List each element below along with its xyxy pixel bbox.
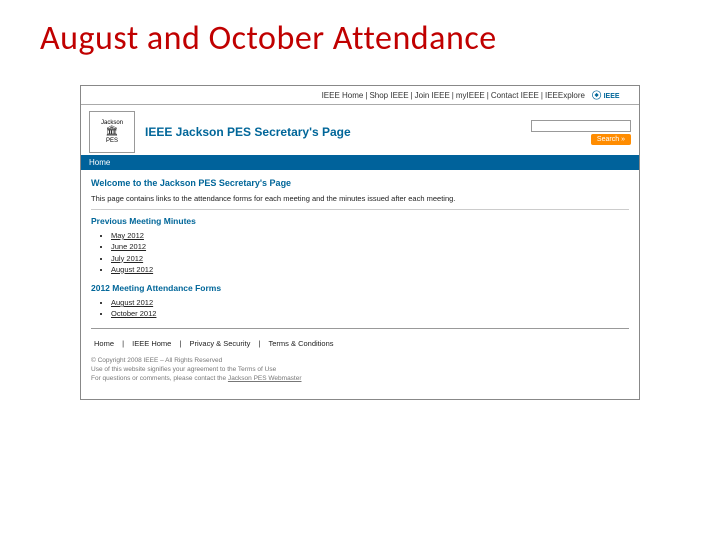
- attendance-link[interactable]: October 2012: [111, 309, 156, 318]
- minutes-link[interactable]: August 2012: [111, 265, 153, 274]
- fineprint: © Copyright 2008 IEEE – All Rights Reser…: [91, 352, 629, 391]
- main-content: Welcome to the Jackson PES Secretary's P…: [81, 170, 639, 399]
- list-item: October 2012: [111, 308, 629, 319]
- minutes-link[interactable]: July 2012: [111, 254, 143, 263]
- list-item: August 2012: [111, 297, 629, 308]
- search-area: Search »: [531, 120, 631, 145]
- search-arrow-icon: »: [621, 136, 625, 143]
- jackson-pes-logo: Jackson 🏛 PES: [89, 111, 135, 153]
- capitol-icon: 🏛: [106, 127, 119, 137]
- contact-line: For questions or comments, please contac…: [91, 374, 629, 383]
- footer-link[interactable]: Home: [94, 339, 114, 348]
- search-button-label: Search: [597, 136, 619, 143]
- top-nav-links: IEEE Home | Shop IEEE | Join IEEE | myIE…: [322, 91, 585, 100]
- ieee-logo[interactable]: IEEE: [591, 89, 633, 101]
- divider: [91, 328, 629, 329]
- attendance-list: August 2012 October 2012: [91, 297, 629, 320]
- intro-text: This page contains links to the attendan…: [91, 194, 629, 210]
- slide-title: August and October Attendance: [40, 18, 680, 59]
- topnav-link[interactable]: Shop IEEE: [369, 91, 408, 100]
- topnav-link[interactable]: IEEExplore: [545, 91, 585, 100]
- minutes-list: May 2012 June 2012 July 2012 August 2012: [91, 230, 629, 275]
- attendance-link[interactable]: August 2012: [111, 298, 153, 307]
- footer-links: Home | IEEE Home | Privacy & Security | …: [91, 335, 629, 352]
- topnav-link[interactable]: Join IEEE: [415, 91, 450, 100]
- webmaster-link[interactable]: Jackson PES Webmaster: [228, 375, 302, 382]
- nav-sep: |: [487, 91, 489, 100]
- topnav-link[interactable]: myIEEE: [456, 91, 485, 100]
- page-header: Jackson 🏛 PES IEEE Jackson PES Secretary…: [81, 105, 639, 155]
- minutes-link[interactable]: June 2012: [111, 242, 146, 251]
- search-button[interactable]: Search »: [591, 134, 631, 145]
- list-item: July 2012: [111, 253, 629, 264]
- logo-text-bottom: PES: [106, 138, 118, 144]
- minutes-link[interactable]: May 2012: [111, 231, 144, 240]
- nav-sep: |: [365, 91, 367, 100]
- topnav-link[interactable]: IEEE Home: [322, 91, 364, 100]
- topnav-link[interactable]: Contact IEEE: [491, 91, 539, 100]
- list-item: June 2012: [111, 241, 629, 252]
- footer-link[interactable]: Terms & Conditions: [268, 339, 333, 348]
- attendance-heading: 2012 Meeting Attendance Forms: [91, 283, 629, 293]
- top-utility-nav: IEEE Home | Shop IEEE | Join IEEE | myIE…: [81, 86, 639, 105]
- browser-window: IEEE Home | Shop IEEE | Join IEEE | myIE…: [80, 85, 640, 400]
- primary-nav: Home: [81, 155, 639, 170]
- page-title: IEEE Jackson PES Secretary's Page: [145, 125, 521, 139]
- list-item: May 2012: [111, 230, 629, 241]
- footer-sep: |: [122, 339, 126, 348]
- footer-link[interactable]: IEEE Home: [132, 339, 171, 348]
- footer-sep: |: [179, 339, 183, 348]
- copyright-line: © Copyright 2008 IEEE – All Rights Reser…: [91, 356, 629, 365]
- nav-sep: |: [541, 91, 543, 100]
- search-input[interactable]: [531, 120, 631, 132]
- svg-text:IEEE: IEEE: [604, 93, 620, 100]
- contact-prefix: For questions or comments, please contac…: [91, 375, 228, 382]
- footer-sep: |: [258, 339, 262, 348]
- footer-link[interactable]: Privacy & Security: [189, 339, 250, 348]
- nav-home[interactable]: Home: [89, 158, 110, 167]
- list-item: August 2012: [111, 264, 629, 275]
- nav-sep: |: [452, 91, 454, 100]
- nav-sep: |: [411, 91, 413, 100]
- terms-line: Use of this website signifies your agree…: [91, 365, 629, 374]
- welcome-heading: Welcome to the Jackson PES Secretary's P…: [91, 178, 629, 188]
- minutes-heading: Previous Meeting Minutes: [91, 216, 629, 226]
